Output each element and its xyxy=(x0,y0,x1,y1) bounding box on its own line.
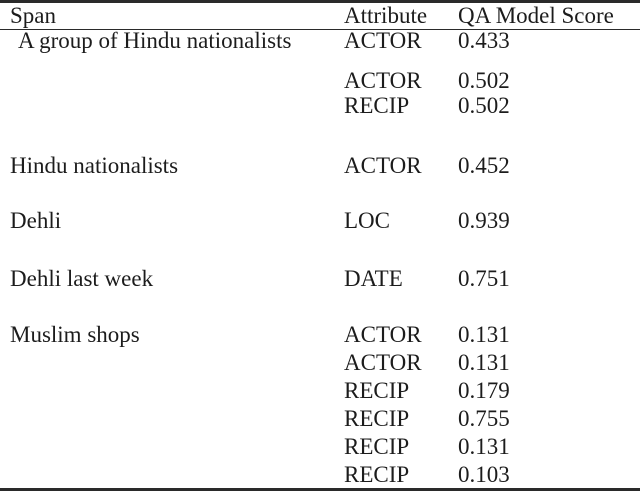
table-row: RECIP 0.179 xyxy=(0,377,640,405)
score-cell: 0.939 xyxy=(458,208,510,233)
attribute-cell: ACTOR xyxy=(344,153,422,178)
score-cell: 0.131 xyxy=(458,434,510,459)
attribute-cell: ACTOR xyxy=(344,322,422,347)
span-cell: Muslim shops xyxy=(10,322,140,347)
attribute-cell: RECIP xyxy=(344,406,410,431)
table-row: ACTOR 0.131 xyxy=(0,349,640,377)
table-row: ACTOR 0.502 xyxy=(0,67,640,95)
table-row: RECIP 0.103 xyxy=(0,461,640,489)
table-row: Dehli last week DATE 0.751 xyxy=(0,265,640,293)
score-cell: 0.502 xyxy=(458,68,510,93)
table-top-rule xyxy=(0,0,640,3)
table-row: Muslim shops ACTOR 0.131 xyxy=(0,321,640,349)
score-cell: 0.452 xyxy=(458,153,510,178)
table-row: A group of Hindu nationalists ACTOR 0.43… xyxy=(0,27,640,55)
attribute-cell: ACTOR xyxy=(344,68,422,93)
table-row: Hindu nationalists ACTOR 0.452 xyxy=(0,152,640,180)
score-cell: 0.502 xyxy=(458,93,510,118)
span-cell: Dehli last week xyxy=(10,266,154,291)
score-cell: 0.751 xyxy=(458,266,510,291)
table-row: Dehli LOC 0.939 xyxy=(0,207,640,235)
span-cell: Hindu nationalists xyxy=(10,153,179,178)
score-cell: 0.103 xyxy=(458,462,510,487)
table-header-rule xyxy=(0,29,640,31)
table-row: RECIP 0.755 xyxy=(0,405,640,433)
attribute-cell: DATE xyxy=(344,266,403,291)
table-bottom-rule xyxy=(0,488,640,491)
header-score: QA Model Score xyxy=(458,3,614,28)
header-span: Span xyxy=(10,3,56,28)
attribute-cell: RECIP xyxy=(344,378,410,403)
span-cell: A group of Hindu nationalists xyxy=(18,28,292,53)
score-cell: 0.179 xyxy=(458,378,510,403)
attribute-cell: ACTOR xyxy=(344,28,422,53)
header-attribute: Attribute xyxy=(344,3,428,28)
score-cell: 0.131 xyxy=(458,350,510,375)
attribute-cell: RECIP xyxy=(344,93,410,118)
attribute-cell: LOC xyxy=(344,208,390,233)
attribute-cell: RECIP xyxy=(344,462,410,487)
table-header-row: Span Attribute QA Model Score xyxy=(0,2,640,30)
table-row: RECIP 0.502 xyxy=(0,92,640,120)
span-cell: Dehli xyxy=(10,208,62,233)
score-cell: 0.755 xyxy=(458,406,510,431)
score-cell: 0.433 xyxy=(458,28,510,53)
attribute-cell: RECIP xyxy=(344,434,410,459)
attribute-cell: ACTOR xyxy=(344,350,422,375)
table-row: RECIP 0.131 xyxy=(0,433,640,461)
score-cell: 0.131 xyxy=(458,322,510,347)
